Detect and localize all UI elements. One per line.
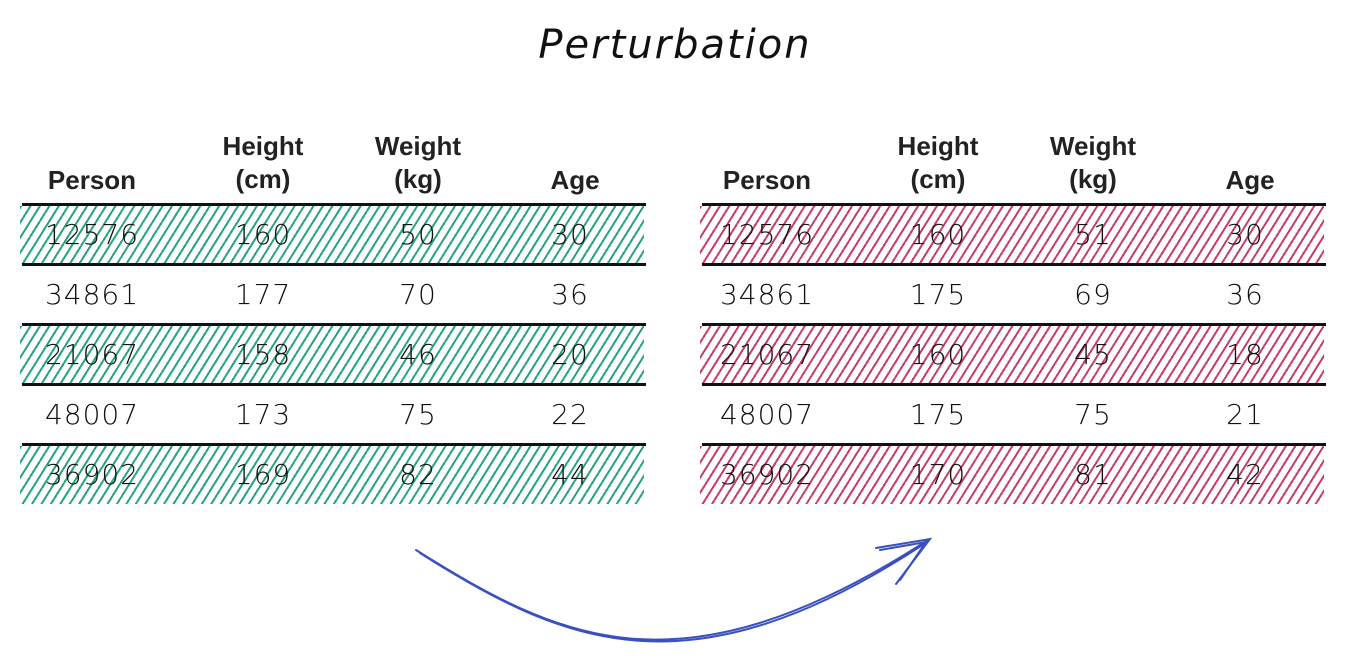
cell-age: 30 bbox=[551, 218, 589, 251]
header-weight-line2: (kg) bbox=[1069, 164, 1117, 194]
table-row: 34861 177 70 36 bbox=[20, 266, 644, 324]
table-row-highlighted: 36902 169 82 44 bbox=[20, 446, 644, 504]
cell-weight: 50 bbox=[399, 218, 437, 251]
table-row: 48007 175 75 21 bbox=[700, 386, 1324, 444]
cell-age: 21 bbox=[1226, 398, 1264, 431]
cell-person: 36902 bbox=[719, 458, 815, 491]
header-person: Person bbox=[722, 165, 812, 195]
cell-person: 21067 bbox=[719, 338, 815, 371]
row-divider bbox=[702, 443, 1326, 446]
cell-person: 21067 bbox=[44, 338, 140, 371]
header-height-line1: Height bbox=[897, 131, 979, 161]
row-divider bbox=[22, 443, 646, 446]
arrow-stroke bbox=[415, 537, 933, 643]
cell-height: 175 bbox=[909, 398, 967, 431]
cell-weight: 51 bbox=[1074, 218, 1112, 251]
cell-person: 12576 bbox=[44, 218, 140, 251]
cell-person: 34861 bbox=[719, 278, 815, 311]
cell-weight: 69 bbox=[1074, 278, 1112, 311]
cell-weight: 46 bbox=[399, 338, 437, 371]
perturbed-table: Person Height (cm) Weight (kg) Age 12576… bbox=[700, 120, 1330, 520]
cell-weight: 82 bbox=[399, 458, 437, 491]
cell-height: 175 bbox=[909, 278, 967, 311]
cell-weight: 81 bbox=[1074, 458, 1112, 491]
row-divider bbox=[702, 263, 1326, 266]
cell-age: 18 bbox=[1226, 338, 1264, 371]
header-height-line1: Height bbox=[222, 131, 304, 161]
header-height-line2: (cm) bbox=[235, 164, 291, 194]
header-height-line2: (cm) bbox=[910, 164, 966, 194]
row-divider bbox=[702, 203, 1326, 206]
cell-person: 34861 bbox=[44, 278, 140, 311]
cell-height: 160 bbox=[909, 338, 967, 371]
cell-weight: 75 bbox=[1074, 398, 1112, 431]
diagram-title: Perturbation bbox=[538, 22, 812, 68]
header-age: Age bbox=[550, 165, 600, 195]
header-height: Height (cm) bbox=[205, 130, 321, 196]
row-divider bbox=[702, 383, 1326, 386]
cell-person: 48007 bbox=[44, 398, 140, 431]
header-weight: Weight (kg) bbox=[1033, 130, 1153, 196]
row-divider bbox=[702, 323, 1326, 326]
table-row-highlighted: 21067 158 46 20 bbox=[20, 326, 644, 384]
cell-height: 160 bbox=[234, 218, 292, 251]
table-row-highlighted: 12576 160 50 30 bbox=[20, 206, 644, 264]
header-weight-line2: (kg) bbox=[394, 164, 442, 194]
cell-weight: 70 bbox=[399, 278, 437, 311]
table-row: 34861 175 69 36 bbox=[700, 266, 1324, 324]
header-height: Height (cm) bbox=[880, 130, 996, 196]
cell-height: 169 bbox=[234, 458, 292, 491]
cell-weight: 45 bbox=[1074, 338, 1112, 371]
original-table: Person Height (cm) Weight (kg) Age 12576… bbox=[20, 120, 650, 520]
cell-height: 173 bbox=[234, 398, 292, 431]
header-person: Person bbox=[47, 165, 137, 195]
cell-height: 158 bbox=[234, 338, 292, 371]
cell-age: 30 bbox=[1226, 218, 1264, 251]
row-divider bbox=[22, 383, 646, 386]
cell-person: 12576 bbox=[719, 218, 815, 251]
cell-weight: 75 bbox=[399, 398, 437, 431]
cell-person: 36902 bbox=[44, 458, 140, 491]
cell-person: 48007 bbox=[719, 398, 815, 431]
cell-age: 36 bbox=[551, 278, 589, 311]
cell-age: 42 bbox=[1226, 458, 1264, 491]
cell-height: 170 bbox=[909, 458, 967, 491]
row-divider bbox=[22, 203, 646, 206]
table-row-highlighted: 36902 170 81 42 bbox=[700, 446, 1324, 504]
header-weight-line1: Weight bbox=[1049, 131, 1137, 161]
table-row: 48007 173 75 22 bbox=[20, 386, 644, 444]
header-weight-line1: Weight bbox=[374, 131, 462, 161]
row-divider bbox=[22, 323, 646, 326]
table-row-highlighted: 12576 160 51 30 bbox=[700, 206, 1324, 264]
header-weight: Weight (kg) bbox=[358, 130, 478, 196]
row-divider bbox=[22, 263, 646, 266]
cell-age: 20 bbox=[551, 338, 589, 371]
cell-age: 36 bbox=[1226, 278, 1264, 311]
table-row-highlighted: 21067 160 45 18 bbox=[700, 326, 1324, 384]
cell-height: 177 bbox=[234, 278, 292, 311]
cell-height: 160 bbox=[909, 218, 967, 251]
cell-age: 44 bbox=[551, 458, 589, 491]
header-age: Age bbox=[1225, 165, 1275, 195]
cell-age: 22 bbox=[551, 398, 589, 431]
